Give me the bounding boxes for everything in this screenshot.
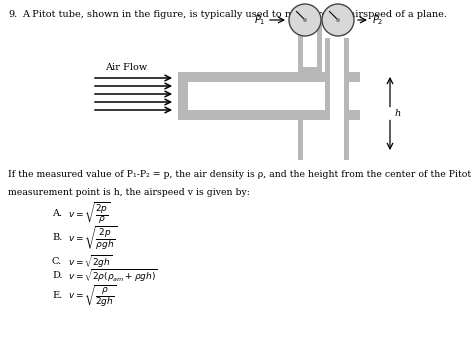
- Text: $v = \sqrt{\dfrac{\rho}{2gh}}$: $v = \sqrt{\dfrac{\rho}{2gh}}$: [68, 283, 117, 308]
- Text: 9.: 9.: [8, 10, 17, 19]
- Text: C.: C.: [52, 258, 62, 266]
- Text: $v = \sqrt{2gh}$: $v = \sqrt{2gh}$: [68, 254, 112, 270]
- Bar: [298, 22, 322, 72]
- Text: $P_1$: $P_1$: [254, 13, 265, 27]
- Text: B.: B.: [52, 234, 63, 242]
- Bar: [303, 120, 344, 160]
- Text: $v = \sqrt{\dfrac{2p}{\rho gh}}$: $v = \sqrt{\dfrac{2p}{\rho gh}}$: [68, 224, 117, 252]
- Circle shape: [336, 18, 340, 22]
- Bar: [188, 82, 360, 110]
- Circle shape: [289, 4, 321, 36]
- Polygon shape: [178, 72, 206, 120]
- Bar: [178, 72, 360, 120]
- Circle shape: [322, 4, 354, 36]
- Text: h: h: [395, 109, 401, 118]
- Bar: [325, 38, 349, 160]
- Text: Air Flow: Air Flow: [105, 63, 147, 73]
- Text: A Pitot tube, shown in the figure, is typically used to measure the airspeed of : A Pitot tube, shown in the figure, is ty…: [22, 10, 447, 19]
- Text: D.: D.: [52, 272, 63, 280]
- Text: If the measured value of P₁-P₂ = p, the air density is ρ, and the height from th: If the measured value of P₁-P₂ = p, the …: [8, 170, 474, 179]
- Text: E.: E.: [52, 292, 62, 300]
- Text: $v = \sqrt{2\rho(\rho_{am} + \rho gh)}$: $v = \sqrt{2\rho(\rho_{am} + \rho gh)}$: [68, 268, 158, 284]
- Text: $P_2$: $P_2$: [372, 13, 383, 27]
- Text: measurement point is h, the airspeed v is given by:: measurement point is h, the airspeed v i…: [8, 188, 250, 197]
- Bar: [303, 22, 317, 67]
- Bar: [298, 120, 349, 160]
- Bar: [330, 38, 344, 160]
- Circle shape: [303, 18, 307, 22]
- Text: A.: A.: [52, 208, 62, 218]
- Text: $v = \sqrt{\dfrac{2p}{\rho}}$: $v = \sqrt{\dfrac{2p}{\rho}}$: [68, 200, 111, 226]
